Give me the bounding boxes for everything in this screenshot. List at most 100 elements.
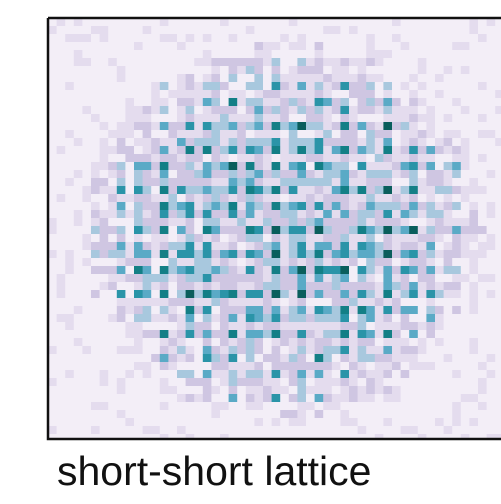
pixel — [168, 226, 177, 234]
pixel — [401, 42, 410, 50]
pixel — [125, 290, 134, 298]
pixel — [280, 186, 289, 194]
pixel — [220, 106, 229, 114]
caption: short-short lattice — [57, 448, 371, 494]
pixel — [315, 298, 324, 306]
pixel — [349, 338, 358, 346]
pixel — [332, 114, 341, 122]
pixel — [91, 114, 100, 122]
pixel — [375, 410, 384, 418]
pixel — [220, 370, 229, 378]
pixel — [435, 130, 444, 138]
pixel — [48, 250, 57, 258]
pixel — [229, 82, 238, 90]
pixel — [134, 130, 143, 138]
pixel — [461, 418, 470, 426]
pixel — [340, 418, 349, 426]
pixel — [160, 338, 169, 346]
pixel — [246, 122, 255, 130]
pixel — [203, 218, 212, 226]
pixel — [91, 346, 100, 354]
pixel — [57, 194, 66, 202]
pixel — [143, 18, 152, 26]
pixel — [143, 162, 152, 170]
pixel — [151, 98, 160, 106]
pixel — [392, 130, 401, 138]
pixel — [91, 394, 100, 402]
pixel — [151, 426, 160, 434]
pixel — [349, 170, 358, 178]
pixel — [168, 274, 177, 282]
pixel — [160, 378, 169, 386]
pixel — [461, 82, 470, 90]
pixel — [366, 378, 375, 386]
pixel — [426, 282, 435, 290]
pixel — [306, 330, 315, 338]
pixel — [263, 370, 272, 378]
pixel — [254, 378, 263, 386]
pixel — [444, 98, 453, 106]
pixel — [186, 178, 195, 186]
pixel — [203, 26, 212, 34]
pixel — [478, 306, 487, 314]
pixel — [401, 362, 410, 370]
pixel — [100, 386, 109, 394]
pixel — [426, 362, 435, 370]
pixel — [177, 386, 186, 394]
pixel — [409, 266, 418, 274]
pixel — [478, 402, 487, 410]
pixel — [487, 298, 496, 306]
pixel — [100, 394, 109, 402]
pixel — [340, 186, 349, 194]
pixel — [134, 210, 143, 218]
pixel — [418, 338, 427, 346]
pixel — [168, 314, 177, 322]
pixel — [160, 74, 169, 82]
pixel — [168, 362, 177, 370]
pixel — [177, 242, 186, 250]
pixel — [297, 410, 306, 418]
pixel — [57, 26, 66, 34]
pixel — [418, 50, 427, 58]
pixel — [229, 74, 238, 82]
pixel — [280, 138, 289, 146]
pixel — [203, 226, 212, 234]
pixel — [349, 154, 358, 162]
pixel — [358, 290, 367, 298]
pixel — [168, 42, 177, 50]
pixel — [487, 418, 496, 426]
pixel — [495, 154, 501, 162]
pixel — [461, 370, 470, 378]
pixel — [409, 74, 418, 82]
pixel — [57, 338, 66, 346]
pixel — [194, 266, 203, 274]
pixel — [74, 330, 83, 338]
pixel — [401, 218, 410, 226]
pixel — [401, 346, 410, 354]
pixel — [323, 210, 332, 218]
pixel — [409, 202, 418, 210]
pixel — [306, 122, 315, 130]
pixel — [418, 82, 427, 90]
pixel — [151, 242, 160, 250]
pixel — [125, 154, 134, 162]
pixel — [418, 122, 427, 130]
pixel — [100, 202, 109, 210]
pixel — [435, 354, 444, 362]
pixel — [280, 362, 289, 370]
pixel — [203, 66, 212, 74]
pixel — [375, 378, 384, 386]
pixel — [57, 418, 66, 426]
pixel — [125, 114, 134, 122]
pixel — [237, 26, 246, 34]
pixel — [143, 266, 152, 274]
pixel — [469, 250, 478, 258]
pixel — [134, 194, 143, 202]
pixel — [375, 186, 384, 194]
pixel — [177, 394, 186, 402]
pixel — [358, 218, 367, 226]
pixel — [211, 34, 220, 42]
pixel — [461, 394, 470, 402]
pixel — [57, 66, 66, 74]
pixel — [426, 338, 435, 346]
